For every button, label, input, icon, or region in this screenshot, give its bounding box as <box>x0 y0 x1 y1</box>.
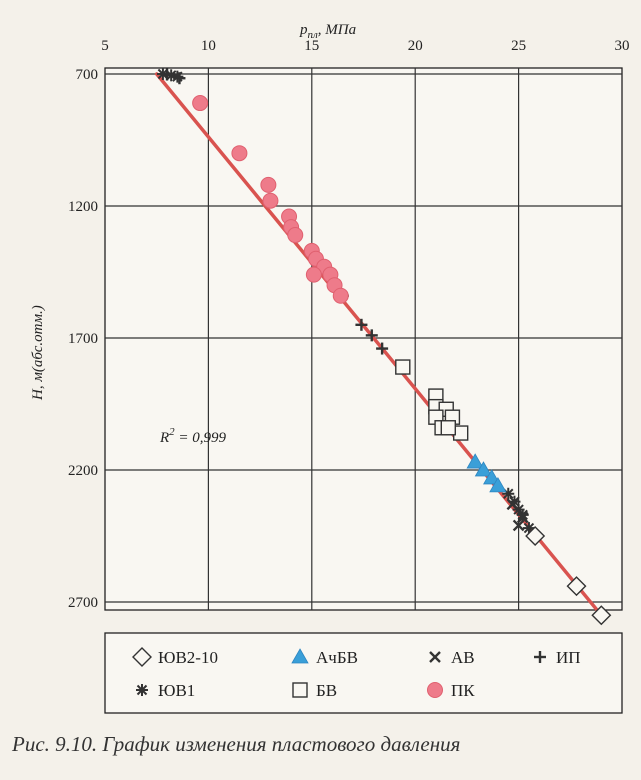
figure-caption: Рис. 9.10. График изменения пластового д… <box>12 732 461 756</box>
legend-box <box>104 632 623 714</box>
legend-marker-shape <box>292 682 308 698</box>
legend-marker-shape <box>132 647 152 667</box>
legend-marker <box>132 647 152 667</box>
legend-marker-shape <box>427 682 443 698</box>
data-point <box>376 342 389 355</box>
y-tick-label: 1200 <box>68 199 98 215</box>
data-point <box>506 498 519 511</box>
data-point <box>355 318 368 331</box>
data-point-shape <box>513 504 524 515</box>
legend-label: ПК <box>451 681 475 700</box>
data-point <box>231 145 248 162</box>
data-point <box>305 266 322 283</box>
data-point <box>489 477 507 493</box>
data-point <box>192 95 209 112</box>
legend-label: ЮВ1 <box>158 681 195 700</box>
r-squared-annotation: R2 = 0,999 <box>159 426 227 446</box>
x-tick-label: 25 <box>511 38 526 54</box>
data-point-shape <box>395 359 411 375</box>
data-point-shape <box>262 192 279 209</box>
data-point <box>566 576 587 597</box>
plot-area <box>104 67 623 611</box>
x-tick-label: 5 <box>101 38 109 54</box>
y-tick-label: 2200 <box>68 463 98 479</box>
y-tick-label: 1700 <box>68 331 98 347</box>
y-ticks: 700 1200 1700 2200 2700 <box>68 67 98 611</box>
data-point-shape <box>305 266 322 283</box>
y-tick-label: 2700 <box>68 595 98 611</box>
data-point-shape <box>332 287 349 304</box>
data-point-shape <box>503 488 514 499</box>
legend-label: ИП <box>556 648 581 667</box>
data-point <box>525 526 546 546</box>
data-point <box>156 68 169 80</box>
r-squared-sup: 2 <box>169 426 175 438</box>
data-point <box>365 329 378 342</box>
x-axis-label-sub: пл <box>308 29 319 41</box>
x-axis-label-unit: , МПа <box>318 22 356 38</box>
data-point <box>332 287 349 304</box>
r-squared-value: = 0,999 <box>175 430 227 446</box>
legend-marker-shape <box>429 651 441 663</box>
x-axis-label-main: p <box>299 22 308 38</box>
x-tick-label: 10 <box>201 38 216 54</box>
grid <box>105 68 622 610</box>
data-point-shape <box>506 498 519 511</box>
data-point-shape <box>231 145 248 162</box>
legend-marker <box>292 682 308 698</box>
legend-label: АчБВ <box>316 648 358 667</box>
data-point <box>262 192 279 209</box>
legend-marker <box>534 651 546 663</box>
data-point <box>466 453 484 469</box>
legend-marker-shape <box>291 648 309 664</box>
data-point <box>171 70 184 83</box>
legend-label: АВ <box>451 648 475 667</box>
legend-label: ЮВ2-10 <box>158 648 218 667</box>
data-point <box>483 469 501 485</box>
data-point-shape <box>512 519 525 532</box>
data-point-shape <box>516 511 529 524</box>
data-point-shape <box>192 95 209 112</box>
data-point-shape <box>466 453 484 469</box>
x-tick-label: 15 <box>304 38 319 54</box>
data-point-shape <box>172 71 183 82</box>
legend-marker <box>429 651 441 663</box>
data-point <box>440 420 456 436</box>
data-point-shape <box>566 576 587 597</box>
data-point-shape <box>523 522 535 534</box>
data-point-shape <box>489 477 507 493</box>
x-tick-label: 30 <box>615 38 630 54</box>
y-tick-label: 700 <box>76 67 99 83</box>
data-point-shape <box>157 68 169 80</box>
data-point-shape <box>287 227 304 244</box>
data-point <box>287 227 304 244</box>
data-points <box>156 68 612 626</box>
legend-marker <box>291 648 309 664</box>
r-squared-r: R <box>159 430 169 446</box>
data-point <box>512 519 525 532</box>
legend-marker-shape <box>136 684 148 696</box>
data-point-shape <box>591 605 612 626</box>
legend: ЮВ2-10 АчБВ АВ ИП ЮВ1 БВ ПК <box>132 647 581 700</box>
legend-label: БВ <box>316 681 337 700</box>
legend-marker <box>136 684 148 696</box>
data-point <box>591 605 612 626</box>
data-point-shape <box>525 526 546 546</box>
x-axis-label: pпл, МПа <box>299 22 356 41</box>
x-ticks: 5 10 15 20 25 30 <box>101 38 629 54</box>
data-point-shape <box>260 176 277 193</box>
data-point <box>260 176 277 193</box>
data-point-shape <box>517 509 528 521</box>
y-axis-label: H, м(абс.отм.) <box>30 305 46 401</box>
x-tick-label: 20 <box>408 38 423 54</box>
data-point-shape <box>440 420 456 436</box>
data-point <box>474 461 493 477</box>
legend-marker <box>427 682 443 698</box>
data-point <box>516 511 529 524</box>
data-point-shape <box>474 461 493 477</box>
data-point-shape <box>483 469 501 485</box>
data-point <box>395 359 411 375</box>
